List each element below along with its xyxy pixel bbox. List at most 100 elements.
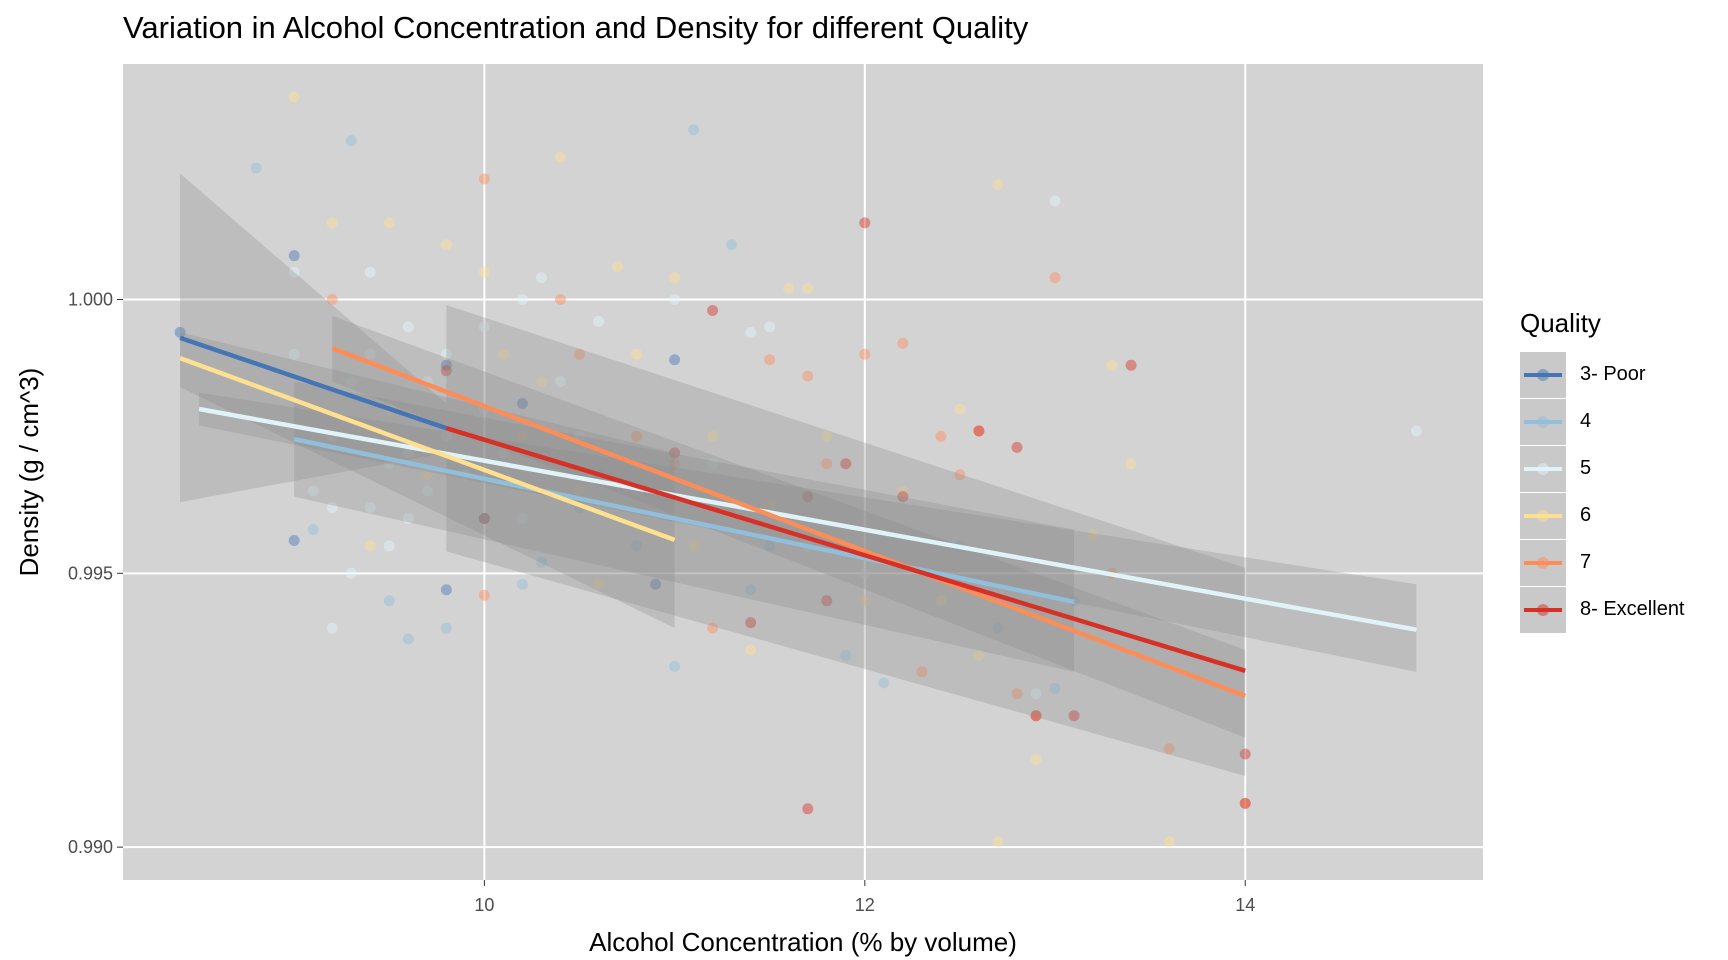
data-point — [954, 403, 966, 415]
data-point — [421, 485, 433, 497]
data-point — [992, 178, 1004, 190]
regression-line — [331, 346, 1247, 699]
plot-panel — [123, 64, 1483, 880]
data-point — [1125, 458, 1137, 470]
data-point — [1163, 836, 1175, 848]
data-point — [840, 649, 852, 661]
data-point — [516, 513, 528, 525]
legend-key — [1520, 586, 1566, 633]
data-point — [954, 469, 966, 481]
data-point — [783, 283, 795, 295]
data-point — [516, 430, 528, 442]
data-point — [478, 589, 490, 601]
y-tick-label: 0.990 — [68, 837, 113, 857]
regression-line — [293, 436, 1075, 604]
data-point — [821, 458, 833, 470]
data-point — [612, 261, 624, 273]
legend-item: 6 — [1520, 492, 1685, 539]
data-point — [878, 677, 890, 689]
data-point — [478, 513, 490, 525]
data-point — [345, 135, 357, 147]
legend-item: 5 — [1520, 445, 1685, 492]
data-point — [440, 348, 452, 360]
legend-point-swatch — [1537, 415, 1549, 428]
data-point — [1239, 797, 1251, 809]
legend-label: 6 — [1580, 504, 1592, 526]
data-point — [859, 348, 871, 360]
regression-line — [179, 355, 676, 543]
data-point — [516, 293, 528, 305]
data-point — [1239, 797, 1251, 809]
x-tick-label: 14 — [1235, 895, 1255, 915]
data-point — [326, 622, 338, 634]
data-point — [326, 217, 338, 229]
data-point — [745, 617, 757, 629]
data-point — [288, 266, 300, 278]
data-point — [593, 315, 605, 327]
data-point — [1049, 195, 1061, 207]
data-point — [364, 348, 376, 360]
data-point — [1410, 425, 1422, 437]
data-point — [402, 513, 414, 525]
data-point — [516, 398, 528, 410]
data-point — [554, 151, 566, 163]
data-point — [250, 162, 262, 174]
data-point — [992, 836, 1004, 848]
legend-item: 3- Poor — [1520, 351, 1685, 398]
data-point — [669, 272, 681, 284]
data-point — [326, 502, 338, 514]
data-point — [440, 365, 452, 377]
legend-key — [1520, 398, 1566, 445]
data-point — [535, 556, 547, 568]
data-point — [802, 283, 814, 295]
data-point — [402, 633, 414, 645]
data-point — [973, 649, 985, 661]
data-point — [364, 502, 376, 514]
data-point — [1030, 710, 1042, 722]
data-point — [402, 447, 414, 459]
data-point — [935, 430, 947, 442]
confidence-band — [332, 315, 1246, 738]
y-tick-label: 0.995 — [68, 563, 113, 583]
gridlines — [123, 64, 1483, 880]
data-point — [935, 595, 947, 607]
data-point — [1049, 682, 1061, 694]
data-point — [288, 348, 300, 360]
confidence-band — [446, 304, 1246, 776]
legend-point-swatch — [1537, 509, 1549, 522]
data-point — [554, 293, 566, 305]
legend-point-swatch — [1537, 603, 1549, 616]
legend-key — [1520, 351, 1566, 398]
data-point — [821, 430, 833, 442]
legend-label: 7 — [1580, 551, 1592, 573]
data-point — [478, 266, 490, 278]
data-point — [288, 250, 300, 262]
data-point — [497, 348, 509, 360]
data-point — [307, 485, 319, 497]
x-tick-label: 12 — [855, 895, 875, 915]
y-tick-label: 1.000 — [68, 289, 113, 309]
legend-item: 7 — [1520, 539, 1685, 586]
data-point — [440, 359, 452, 371]
data-point — [1030, 688, 1042, 700]
data-point — [1030, 754, 1042, 766]
data-point — [535, 376, 547, 388]
data-point — [516, 578, 528, 590]
data-point — [669, 447, 681, 459]
data-point — [440, 239, 452, 251]
legend-point-swatch — [1537, 368, 1549, 381]
data-point — [1125, 359, 1137, 371]
data-point — [593, 578, 605, 590]
data-point — [726, 239, 738, 251]
data-point — [326, 293, 338, 305]
data-point — [745, 644, 757, 656]
data-point — [1068, 710, 1080, 722]
data-point — [840, 458, 852, 470]
data-point — [288, 534, 300, 546]
data-point — [535, 272, 547, 284]
legend-item: 4 — [1520, 398, 1685, 445]
data-point — [992, 622, 1004, 634]
data-point — [669, 354, 681, 366]
legend-label: 8- Excellent — [1580, 598, 1685, 620]
